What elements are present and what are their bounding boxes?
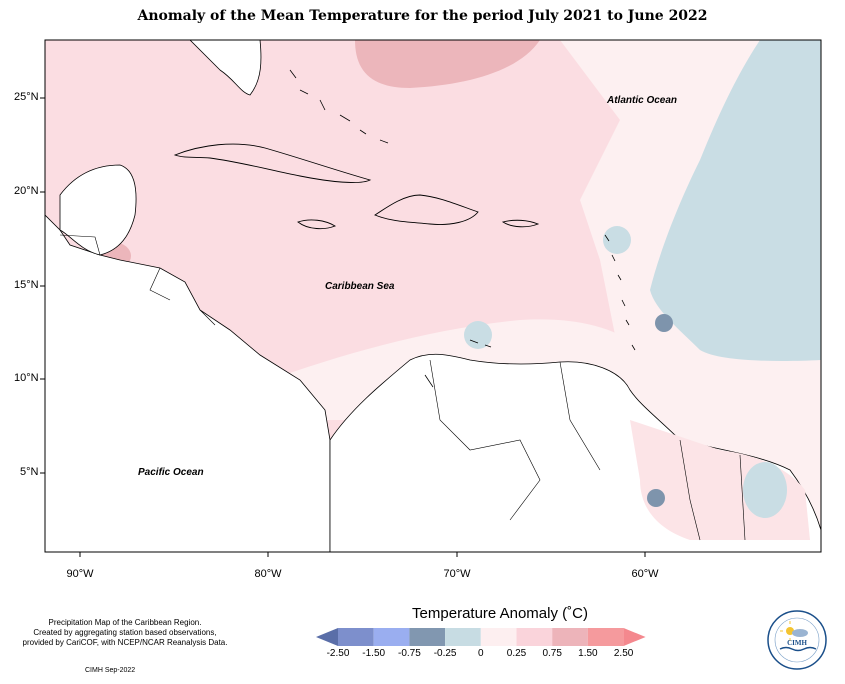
legend-swatch — [409, 628, 446, 646]
x-tick-label: 90°W — [66, 568, 94, 580]
anomaly-warm-north — [355, 40, 540, 88]
cimh-logo: CIMH — [767, 610, 827, 670]
land-yucatan — [59, 164, 137, 256]
land-cuba — [173, 143, 372, 183]
legend-title: Temperature Anomaly (˚C) — [412, 605, 588, 622]
legend-tick-label: -2.50 — [326, 648, 350, 659]
land-hispaniola — [374, 194, 479, 225]
legend-swatch — [587, 628, 624, 646]
y-tick-label: 10°N — [14, 372, 39, 384]
country-borders — [59, 234, 746, 541]
anomaly-cool-spot — [464, 321, 492, 349]
legend-tick-label: -0.75 — [397, 648, 421, 659]
x-tick-label: 80°W — [254, 568, 282, 580]
credits-line: provided by CariCOF, with NCEP/NCAR Rean… — [22, 638, 228, 647]
legend-swatch — [338, 628, 374, 646]
logo-text: CIMH — [787, 639, 807, 647]
land-small-islands — [289, 69, 636, 388]
label-atlantic-ocean: Atlantic Ocean — [607, 95, 678, 106]
credits-block: Precipitation Map of the Caribbean Regio… — [10, 618, 240, 648]
legend-tick-label: 0 — [478, 648, 484, 659]
legend-swatch — [516, 628, 553, 646]
land-jamaica — [297, 219, 337, 230]
map-title: Anomaly of the Mean Temperature for the … — [137, 8, 708, 24]
credits-line: Created by aggregating station based obs… — [33, 628, 217, 637]
credits-stamp: CIMH Sep-2022 — [85, 667, 136, 674]
legend-swatch — [552, 628, 588, 646]
label-pacific-ocean: Pacific Ocean — [138, 467, 204, 478]
land-florida — [189, 40, 262, 96]
land-puerto-rico — [501, 219, 540, 228]
y-tick-label: 25°N — [14, 91, 39, 103]
legend-swatch — [316, 628, 338, 646]
y-tick-label: 5°N — [20, 466, 39, 478]
label-caribbean-sea: Caribbean Sea — [325, 281, 395, 292]
legend-swatch — [480, 628, 517, 646]
y-tick-label: 15°N — [14, 279, 39, 291]
legend-tick-label: -0.25 — [433, 648, 457, 659]
anomaly-cool-spot — [603, 226, 631, 254]
legend-tick-label: -1.50 — [362, 648, 386, 659]
legend-tick-label: 1.50 — [578, 648, 598, 659]
anomaly-cool-atlantic — [650, 40, 821, 361]
wave-icon — [779, 646, 817, 652]
anomaly-cool-spot-dark — [655, 314, 673, 332]
anomaly-cool-guiana — [743, 462, 787, 518]
x-tick-label: 70°W — [443, 568, 471, 580]
legend-tick-label: 0.25 — [506, 648, 527, 659]
cloud-icon — [792, 629, 808, 637]
legend-swatch — [373, 628, 410, 646]
x-tick-label: 60°W — [631, 568, 659, 580]
axis-ticks — [40, 97, 646, 557]
legend-swatch — [445, 628, 481, 646]
anomaly-cool-spot-dark — [647, 489, 665, 507]
y-tick-label: 20°N — [14, 185, 39, 197]
map-frame — [44, 39, 822, 553]
legend-tick-label: 0.75 — [542, 648, 562, 659]
legend-swatch — [623, 628, 646, 646]
legend-tick-label: 2.50 — [613, 648, 634, 659]
credits-line: Precipitation Map of the Caribbean Regio… — [48, 618, 202, 627]
legend-colorbar — [316, 628, 646, 646]
